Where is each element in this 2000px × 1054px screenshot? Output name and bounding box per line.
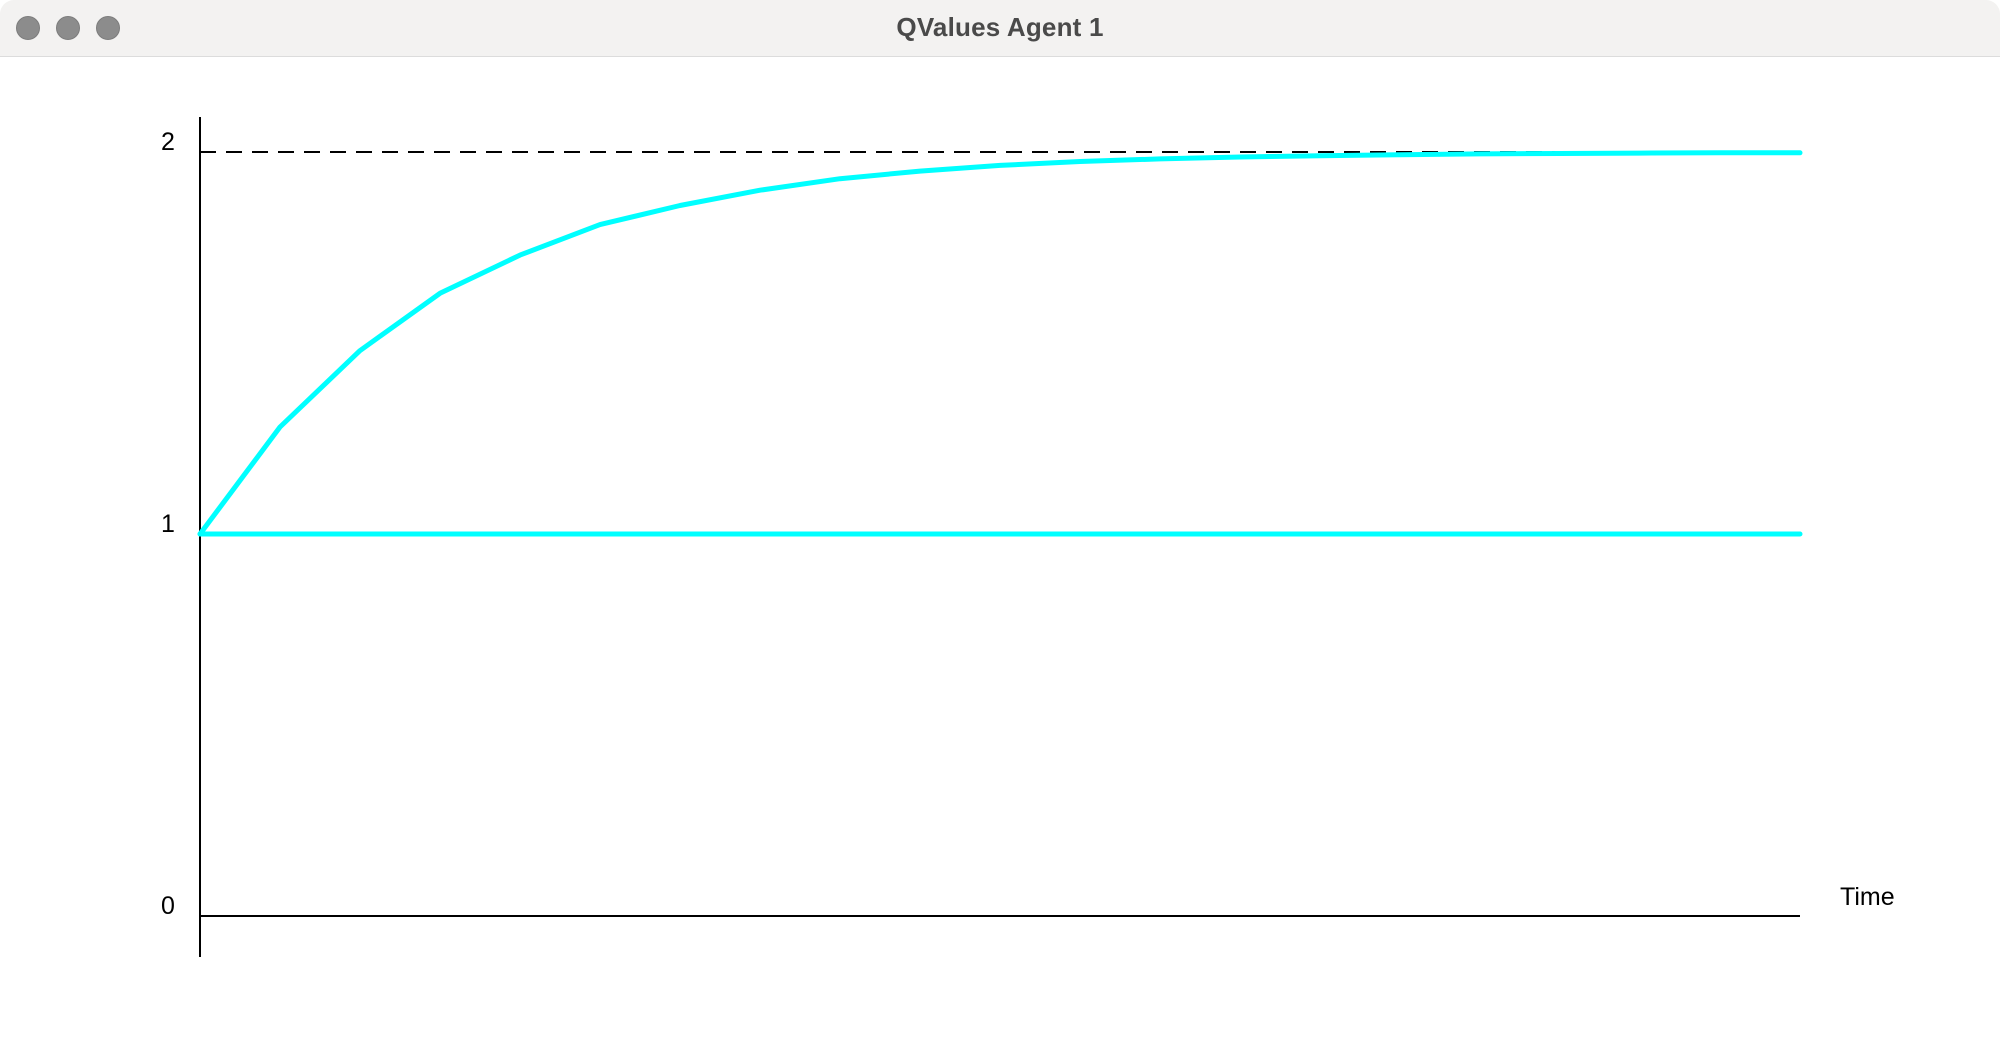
axes [199,117,1800,957]
series-lines [197,150,1803,537]
close-icon[interactable] [16,16,40,40]
x-axis-label: Time [1840,883,1895,911]
y-tick-label-2: 2 [161,128,175,156]
series-line-0 [197,150,1803,537]
window-title: QValues Agent 1 [896,12,1104,42]
chart-area: 0 1 2 Time [0,57,2000,1054]
zoom-icon[interactable] [96,16,120,40]
y-tick-label-0: 0 [161,892,175,920]
y-tick-label-1: 1 [161,510,175,538]
minimize-icon[interactable] [56,16,80,40]
qvalues-chart: 0 1 2 Time [161,117,1895,957]
y-tick-labels: 0 1 2 [161,128,175,920]
title-bar[interactable]: QValues Agent 1 [0,0,2000,57]
